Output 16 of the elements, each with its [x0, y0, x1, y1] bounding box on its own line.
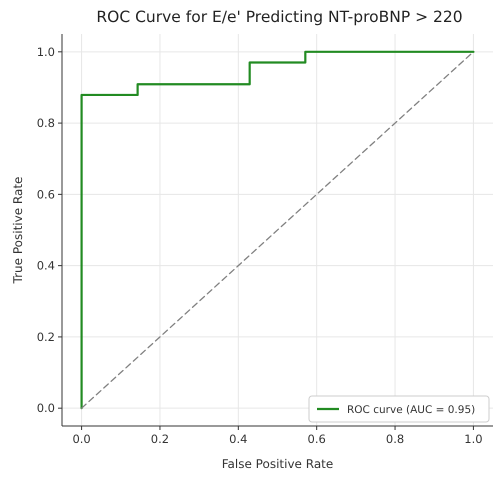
- legend-label: ROC curve (AUC = 0.95): [347, 404, 476, 416]
- y-tick-label: 0.2: [36, 330, 55, 344]
- y-tick-label: 1.0: [36, 44, 55, 59]
- y-tick-label: 0.0: [36, 401, 55, 416]
- y-axis-title: True Positive Rate: [11, 176, 25, 284]
- x-tick-label: 0.8: [386, 432, 404, 446]
- y-tick-label: 0.8: [36, 116, 55, 130]
- y-tick-label: 0.6: [36, 187, 55, 202]
- x-tick-label: 0.4: [229, 432, 248, 446]
- x-tick-label: 0.0: [72, 432, 91, 446]
- x-tick-label: 0.2: [150, 432, 170, 446]
- x-tick-label: 1.0: [464, 432, 483, 446]
- chart-title: ROC Curve for E/e' Predicting NT-proBNP > 220: [96, 8, 463, 26]
- x-axis-title: False Positive Rate: [222, 457, 334, 471]
- x-tick-label: 0.6: [308, 432, 326, 446]
- y-tick-label: 0.4: [36, 258, 55, 273]
